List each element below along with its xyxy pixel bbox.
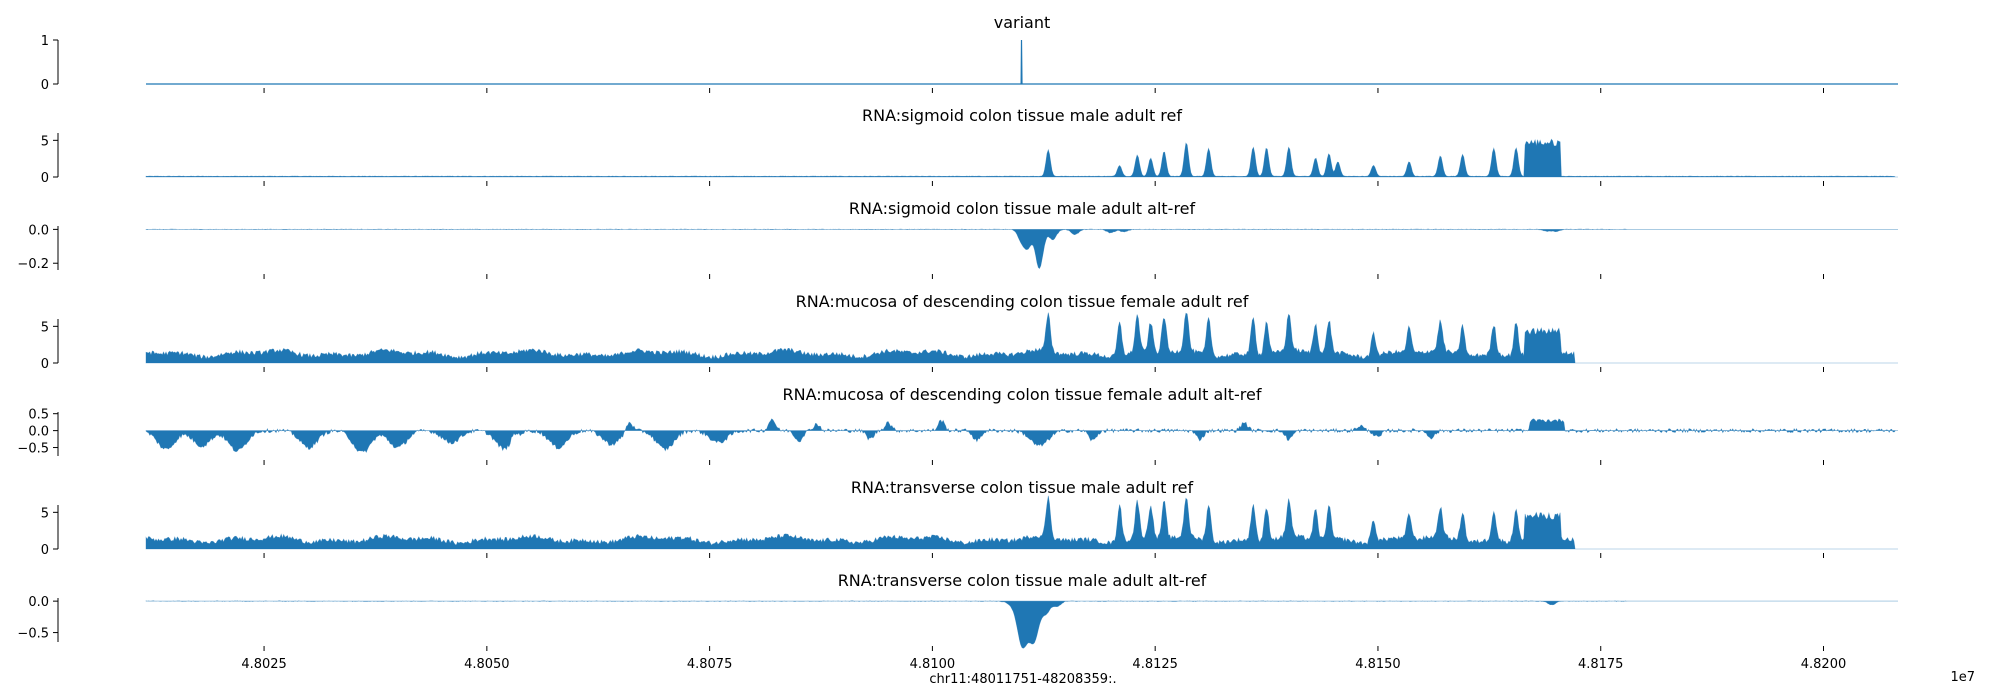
x-tick-label: 4.8025	[241, 657, 287, 672]
track-series-area	[146, 39, 1898, 85]
x-tick-label: 4.8075	[687, 657, 733, 672]
track-panel: variant 0 1	[41, 13, 1898, 93]
track-panel: RNA:sigmoid colon tissue male adult ref 0…	[41, 106, 1898, 186]
y-tick-label: 0	[41, 78, 49, 93]
track-panel: RNA:mucosa of descending colon tissue fe…	[41, 292, 1898, 372]
track-series-area	[145, 138, 1898, 178]
x-tick-label: 4.8050	[464, 657, 510, 672]
track-series-area	[145, 600, 1898, 649]
track-title: RNA:sigmoid colon tissue male adult ref	[862, 106, 1182, 125]
track-series-area	[145, 228, 1898, 269]
track-panels: variant 0 1 RNA:sigmoid colon tissue male a…	[17, 13, 1898, 651]
track-title: RNA:transverse colon tissue male adult a…	[838, 571, 1207, 590]
y-tick-label: 5	[41, 320, 49, 335]
x-tick-label: 4.8175	[1578, 657, 1624, 672]
y-tick-label: 0.0	[28, 595, 49, 610]
y-tick-label: 0.0	[28, 425, 49, 440]
track-title: RNA:sigmoid colon tissue male adult alt-…	[849, 199, 1196, 218]
x-axis-exponent: 1e7	[1950, 670, 1975, 685]
y-tick-label: −0.5	[17, 442, 49, 457]
y-tick-label: 0	[41, 171, 49, 186]
y-tick-label: 0.0	[28, 223, 49, 238]
track-panel: RNA:sigmoid colon tissue male adult alt-…	[17, 199, 1898, 279]
y-tick-label: 0	[41, 357, 49, 372]
y-tick-label: 0	[41, 543, 49, 558]
y-tick-label: 1	[41, 34, 49, 49]
track-series-area	[145, 495, 1898, 550]
y-tick-label: 5	[41, 134, 49, 149]
x-tick-label: 4.8200	[1801, 657, 1847, 672]
track-title: RNA:mucosa of descending colon tissue fe…	[796, 292, 1249, 311]
track-title: RNA:mucosa of descending colon tissue fe…	[783, 385, 1262, 404]
x-tick-label: 4.8100	[910, 657, 956, 672]
track-series-area	[145, 418, 1898, 453]
track-panel: RNA:transverse colon tissue male adult a…	[17, 571, 1898, 651]
track-panel: RNA:mucosa of descending colon tissue fe…	[17, 385, 1898, 465]
y-tick-label: 0.5	[28, 408, 49, 423]
x-tick-label: 4.8125	[1132, 657, 1178, 672]
x-tick-label: 4.8150	[1355, 657, 1401, 672]
track-title: variant	[994, 13, 1051, 32]
x-axis-label: chr11:48011751-48208359:.	[929, 672, 1116, 687]
track-panel: RNA:transverse colon tissue male adult r…	[41, 478, 1898, 558]
y-tick-label: −0.5	[17, 627, 49, 642]
y-tick-label: 5	[41, 506, 49, 521]
y-tick-label: −0.2	[17, 257, 49, 272]
bottom-x-axis: 4.8025 4.8050 4.8075 4.8100 4.8125 4.8150 4.81…	[241, 657, 1846, 672]
track-title: RNA:transverse colon tissue male adult r…	[851, 478, 1194, 497]
track-series-area	[145, 312, 1898, 364]
